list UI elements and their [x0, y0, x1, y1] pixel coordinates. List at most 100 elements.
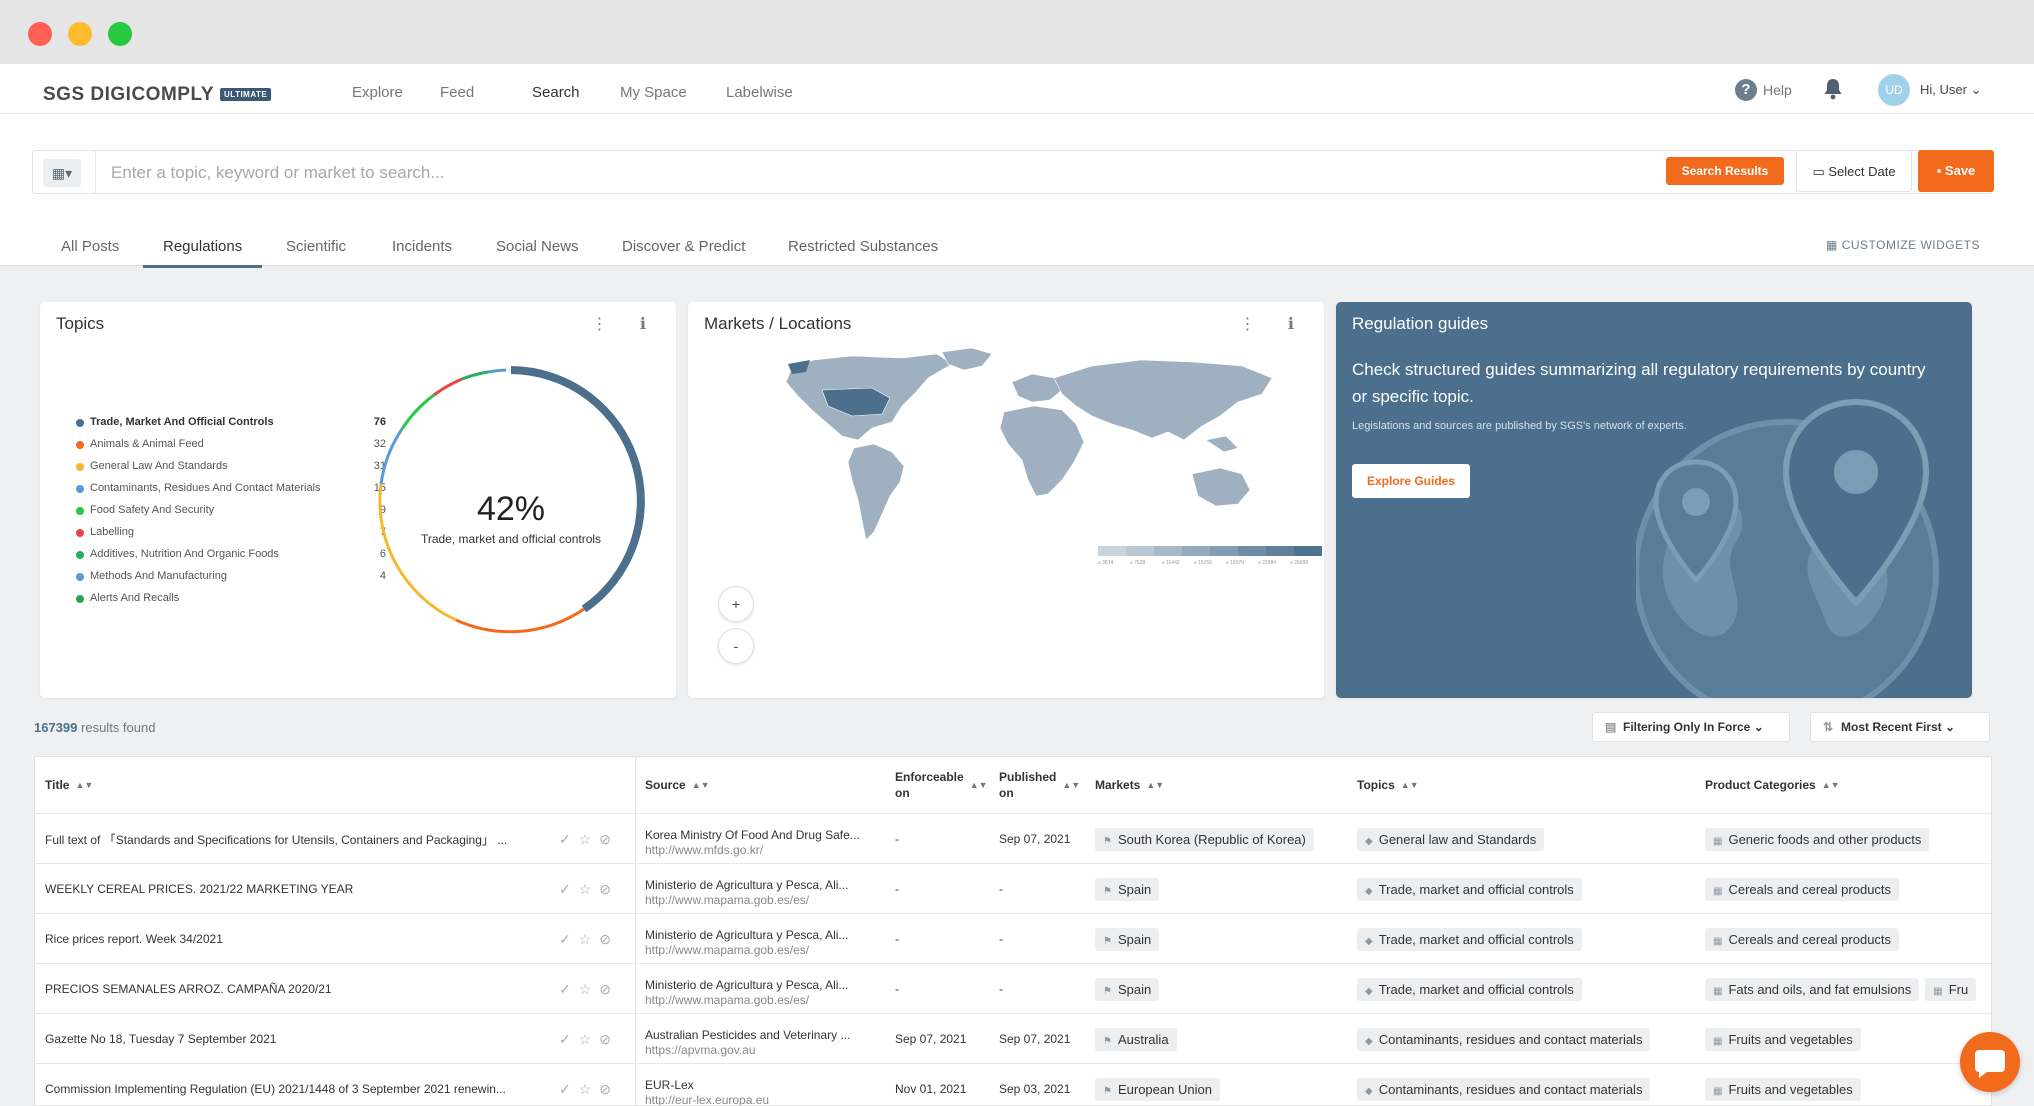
donut-segment-methods[interactable] — [487, 368, 507, 374]
header-published[interactable]: Published on ▲▼ — [999, 757, 1080, 813]
nav-search[interactable]: Search — [522, 84, 589, 117]
topics-donut-chart[interactable] — [366, 356, 656, 646]
help-link[interactable]: ? Help — [1735, 79, 1792, 101]
market-tag[interactable]: ⚑ European Union — [1095, 1077, 1220, 1101]
table-row[interactable]: Commission Implementing Regulation (EU) … — [35, 1063, 1991, 1106]
tab-discover-predict[interactable]: Discover & Predict — [622, 238, 746, 255]
map-australia[interactable] — [1191, 467, 1251, 507]
header-product-categories[interactable]: Product Categories ▲▼ — [1705, 757, 1840, 813]
row-title[interactable]: Full text of 「Standards and Specificatio… — [45, 832, 508, 847]
close-window-button[interactable] — [28, 22, 52, 46]
map-indonesia[interactable] — [1205, 435, 1239, 453]
select-date-button[interactable]: ▭ Select Date — [1796, 150, 1912, 192]
search-results-button[interactable]: Search Results — [1666, 157, 1784, 185]
legend-item[interactable]: Additives, Nutrition And Organic Foods 6 — [76, 546, 386, 568]
check-icon[interactable]: ✓ — [559, 830, 571, 847]
tab-social-news[interactable]: Social News — [496, 238, 579, 255]
star-icon[interactable]: ☆ — [578, 980, 592, 997]
category-tag[interactable]: ▦ Fruits and vegetables — [1705, 1027, 1861, 1051]
source-url[interactable]: http://www.mfds.go.kr/ — [645, 843, 764, 857]
customize-widgets-button[interactable]: ▦ CUSTOMIZE WIDGETS — [1826, 238, 1980, 252]
header-source[interactable]: Source ▲▼ — [645, 757, 710, 813]
donut-segment-contaminants[interactable] — [379, 428, 404, 485]
table-row[interactable]: Rice prices report. Week 34/2021 ✓ ☆ ⊘ Min… — [35, 913, 1991, 963]
topic-tag[interactable]: ◆ Contaminants, residues and contact mate… — [1357, 1027, 1651, 1051]
nav-my-space[interactable]: My Space — [620, 84, 687, 101]
star-icon[interactable]: ☆ — [578, 880, 592, 897]
check-icon[interactable]: ✓ — [559, 1080, 571, 1097]
map-asia[interactable] — [1053, 359, 1273, 441]
attachment-icon[interactable]: ⊘ — [599, 830, 612, 847]
map-united-states[interactable] — [821, 387, 891, 417]
tab-regulations[interactable]: Regulations — [142, 238, 263, 268]
maximize-window-button[interactable] — [108, 22, 132, 46]
user-avatar[interactable]: UD — [1878, 74, 1910, 106]
check-icon[interactable]: ✓ — [559, 880, 571, 897]
explore-guides-button[interactable]: Explore Guides — [1352, 464, 1470, 498]
table-row[interactable]: WEEKLY CEREAL PRICES. 2021/22 MARKETING … — [35, 863, 1991, 913]
legend-item[interactable]: General Law And Standards 31 — [76, 458, 386, 480]
app-logo[interactable]: SGS DIGICOMPLY ULTIMATE — [43, 84, 272, 106]
zoom-out-button[interactable]: - — [718, 628, 754, 664]
legend-item[interactable]: Animals & Animal Feed 32 — [76, 436, 386, 458]
row-source[interactable]: Australian Pesticides and Veterinary ...… — [645, 1020, 850, 1058]
table-row[interactable]: Gazette No 18, Tuesday 7 September 2021 … — [35, 1013, 1991, 1063]
sort-dropdown[interactable]: ⇅ Most Recent First ⌄ — [1810, 712, 1990, 742]
map-africa[interactable] — [999, 405, 1085, 497]
star-icon[interactable]: ☆ — [578, 930, 592, 947]
card-menu-icon[interactable]: ⋮ ℹ — [591, 316, 660, 333]
filter-dropdown[interactable]: ▤ Filtering Only In Force ⌄ — [1592, 712, 1790, 742]
attachment-icon[interactable]: ⊘ — [599, 930, 612, 947]
nav-explore[interactable]: Explore — [352, 84, 403, 101]
category-tag[interactable]: ▦ Generic foods and other products — [1705, 827, 1930, 851]
donut-segment-animals[interactable] — [455, 607, 585, 634]
row-title[interactable]: Commission Implementing Regulation (EU) … — [45, 1082, 506, 1096]
header-markets[interactable]: Markets ▲▼ — [1095, 757, 1164, 813]
legend-item[interactable]: Labelling 7 — [76, 524, 386, 546]
attachment-icon[interactable]: ⊘ — [599, 1080, 612, 1097]
world-map[interactable] — [732, 344, 1306, 554]
market-tag[interactable]: ⚑ Australia — [1095, 1027, 1177, 1051]
donut-segment-labelling[interactable] — [433, 377, 463, 397]
topic-tag[interactable]: ◆ Trade, market and official controls — [1357, 977, 1582, 1001]
row-source[interactable]: Ministerio de Agricultura y Pesca, Ali..… — [645, 920, 848, 958]
search-input[interactable] — [111, 161, 1261, 185]
zoom-in-button[interactable]: + — [718, 586, 754, 622]
market-tag[interactable]: ⚑ Spain — [1095, 977, 1160, 1001]
legend-item[interactable]: Food Safety And Security 9 — [76, 502, 386, 524]
source-url[interactable]: http://eur-lex.europa.eu — [645, 1093, 770, 1106]
row-title[interactable]: Rice prices report. Week 34/2021 — [45, 932, 223, 946]
row-title[interactable]: PRECIOS SEMANALES ARROZ. CAMPAÑA 2020/21 — [45, 982, 332, 996]
notifications-bell-icon[interactable] — [1823, 78, 1843, 106]
map-alaska[interactable] — [788, 360, 810, 374]
row-source[interactable]: Ministerio de Agricultura y Pesca, Ali..… — [645, 870, 848, 908]
tab-all-posts[interactable]: All Posts — [61, 238, 120, 255]
header-enforceable[interactable]: Enforceable on ▲▼ — [895, 757, 988, 813]
donut-segment-food-safety[interactable] — [400, 393, 435, 430]
donut-segment-additives[interactable] — [461, 370, 489, 381]
source-url[interactable]: https://apvma.gov.au — [645, 1043, 756, 1057]
market-tag[interactable]: ⚑ Spain — [1095, 927, 1160, 951]
legend-item[interactable]: Methods And Manufacturing 4 — [76, 568, 386, 590]
attachment-icon[interactable]: ⊘ — [599, 1030, 612, 1047]
category-tag[interactable]: ▦ Fats and oils, and fat emulsions — [1705, 977, 1920, 1001]
table-row[interactable]: PRECIOS SEMANALES ARROZ. CAMPAÑA 2020/21… — [35, 963, 1991, 1013]
save-button[interactable]: ▪ Save — [1918, 150, 1994, 192]
map-europe[interactable] — [1011, 373, 1063, 403]
row-title[interactable]: Gazette No 18, Tuesday 7 September 2021 — [45, 1032, 277, 1046]
category-tag[interactable]: ▦ Cereals and cereal products — [1705, 927, 1900, 951]
donut-segment-trade[interactable] — [510, 366, 645, 613]
card-menu-icon[interactable]: ⋮ ℹ — [1239, 316, 1308, 333]
attachment-icon[interactable]: ⊘ — [599, 880, 612, 897]
header-topics[interactable]: Topics ▲▼ — [1357, 757, 1419, 813]
map-greenland[interactable] — [941, 347, 993, 371]
category-tag[interactable]: ▦ Cereals and cereal products — [1705, 877, 1900, 901]
legend-item[interactable]: Trade, Market And Official Controls 76 — [76, 414, 386, 436]
chat-button[interactable] — [1960, 1032, 2020, 1092]
nav-feed[interactable]: Feed — [440, 84, 475, 101]
nav-labelwise[interactable]: Labelwise — [726, 84, 793, 101]
source-url[interactable]: http://www.mapama.gob.es/es/ — [645, 993, 810, 1007]
table-row[interactable]: Full text of 「Standards and Specificatio… — [35, 813, 1991, 863]
tab-restricted-substances[interactable]: Restricted Substances — [788, 238, 939, 255]
search-type-dropdown[interactable]: ▦▾ — [43, 159, 81, 187]
